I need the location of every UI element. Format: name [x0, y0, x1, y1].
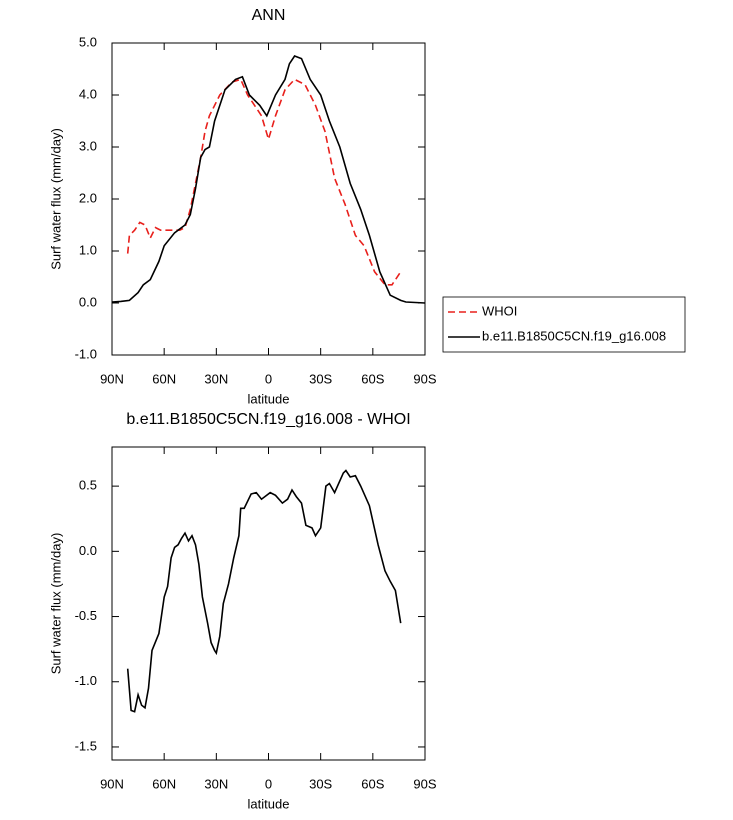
x-tick-label: 60S [361, 776, 384, 791]
x-tick-label: 30N [204, 776, 228, 791]
y-tick-label: -1.0 [75, 346, 97, 361]
y-tick-label: -1.5 [75, 738, 97, 753]
y-tick-label: 0.0 [79, 294, 97, 309]
x-tick-label: 0 [265, 371, 272, 386]
x-tick-label: 90N [100, 371, 124, 386]
x-tick-label: 60N [152, 371, 176, 386]
y-tick-label: 0.5 [79, 478, 97, 493]
data-line [126, 78, 402, 286]
legend-label: WHOI [482, 303, 517, 318]
x-tick-label: 0 [265, 776, 272, 791]
y-tick-label: 5.0 [79, 34, 97, 49]
x-tick-label: 30N [204, 371, 228, 386]
x-axis-label: latitude [248, 796, 290, 811]
plot-frame [111, 42, 426, 356]
x-tick-label: 60S [361, 371, 384, 386]
x-tick-label: 90S [413, 776, 436, 791]
y-tick-label: 2.0 [79, 190, 97, 205]
y-tick-label: 4.0 [79, 86, 97, 101]
y-axis-label: Surf water flux (mm/day) [48, 533, 63, 675]
y-axis-label: Surf water flux (mm/day) [48, 128, 63, 270]
x-tick-label: 90N [100, 776, 124, 791]
y-tick-label: 0.0 [79, 543, 97, 558]
data-line [126, 469, 402, 713]
y-tick-label: 3.0 [79, 138, 97, 153]
y-tick-label: -0.5 [75, 608, 97, 623]
x-tick-label: 90S [413, 371, 436, 386]
legend-label: b.e11.B1850C5CN.f19_g16.008 [482, 328, 666, 343]
x-tick-label: 30S [309, 371, 332, 386]
y-tick-label: -1.0 [75, 673, 97, 688]
x-tick-label: 60N [152, 776, 176, 791]
x-tick-label: 30S [309, 776, 332, 791]
y-tick-label: 1.0 [79, 242, 97, 257]
data-line [111, 55, 426, 304]
legend-box [442, 296, 686, 353]
chart-title: ANN [252, 7, 286, 24]
x-axis-label: latitude [248, 391, 290, 406]
chart-title: b.e11.B1850C5CN.f19_g16.008 - WHOI [126, 411, 410, 428]
